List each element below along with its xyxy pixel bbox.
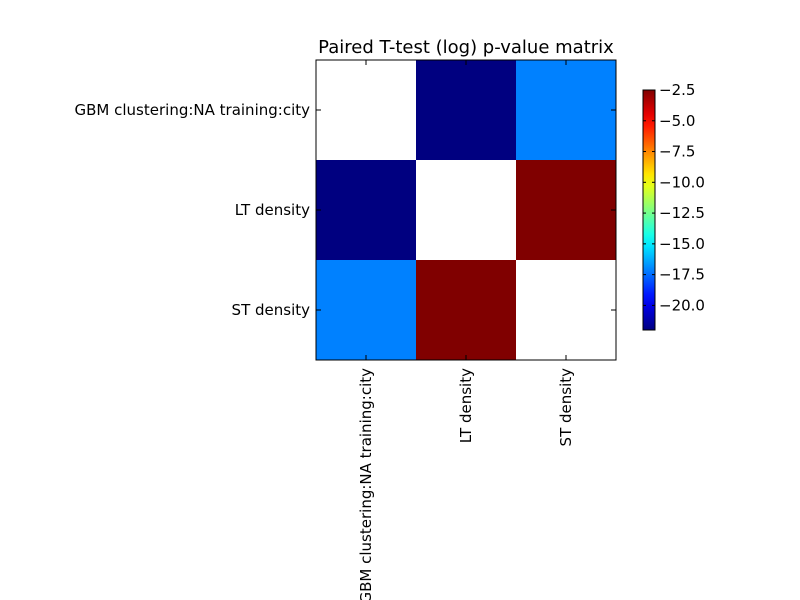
colorbar-tick-label: −5.0 (659, 112, 695, 130)
heatmap-cell (316, 260, 416, 360)
colorbar-tick-label: −7.5 (659, 143, 695, 161)
heatmap-cell (516, 160, 616, 260)
row-label: ST density (232, 301, 311, 319)
heatmap-cell (416, 260, 516, 360)
colorbar-tick-label: −10.0 (659, 173, 705, 191)
heatmap-cell (316, 60, 416, 160)
colorbar-frame (642, 89, 656, 331)
row-label: LT density (235, 201, 310, 219)
column-label: GBM clustering:NA training:city (357, 368, 375, 600)
colorbar-tick-label: −20.0 (659, 296, 705, 314)
colorbar: −2.5 −5.0 −7.5 −10.0 −12.5 −15.0 −17.5 −20.0 (642, 81, 705, 331)
column-label: ST density (557, 368, 575, 447)
plot-frame (315, 59, 617, 361)
colorbar-tick-label: −12.5 (659, 204, 705, 222)
axis-ticks (316, 60, 616, 360)
chart-title: Paired T-test (log) p-value matrix (318, 37, 614, 58)
column-labels: GBM clustering:NA training:city LT densit… (357, 368, 575, 600)
row-labels: GBM clustering:NA training:city LT densit… (75, 101, 311, 319)
colorbar-tick-label: −17.5 (659, 266, 705, 284)
heatmap-cell (316, 160, 416, 260)
heatmap-cell (416, 160, 516, 260)
row-label: GBM clustering:NA training:city (75, 101, 311, 119)
heatmap-cell (516, 60, 616, 160)
heatmap-cells (316, 60, 616, 360)
column-label: LT density (457, 368, 475, 443)
heatmap-cell (416, 60, 516, 160)
colorbar-tick-label: −2.5 (659, 81, 695, 99)
colorbar-gradient (643, 90, 655, 330)
heatmap-cell (516, 260, 616, 360)
colorbar-tick-label: −15.0 (659, 235, 705, 253)
